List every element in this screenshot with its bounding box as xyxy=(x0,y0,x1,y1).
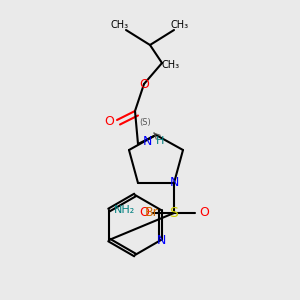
Text: H: H xyxy=(156,136,165,146)
Text: Br: Br xyxy=(145,206,159,220)
Text: O: O xyxy=(199,206,209,220)
Text: CH₃: CH₃ xyxy=(111,20,129,31)
Text: NH₂: NH₂ xyxy=(113,205,135,215)
Text: N: N xyxy=(156,233,166,247)
Text: O: O xyxy=(139,77,149,91)
Text: S: S xyxy=(169,206,178,220)
Text: CH₃: CH₃ xyxy=(171,20,189,31)
Text: O: O xyxy=(139,206,149,220)
Text: N: N xyxy=(169,176,179,190)
Text: (S): (S) xyxy=(140,118,152,127)
Text: O: O xyxy=(105,115,114,128)
Text: N: N xyxy=(142,134,152,148)
Text: CH₃: CH₃ xyxy=(162,59,180,70)
